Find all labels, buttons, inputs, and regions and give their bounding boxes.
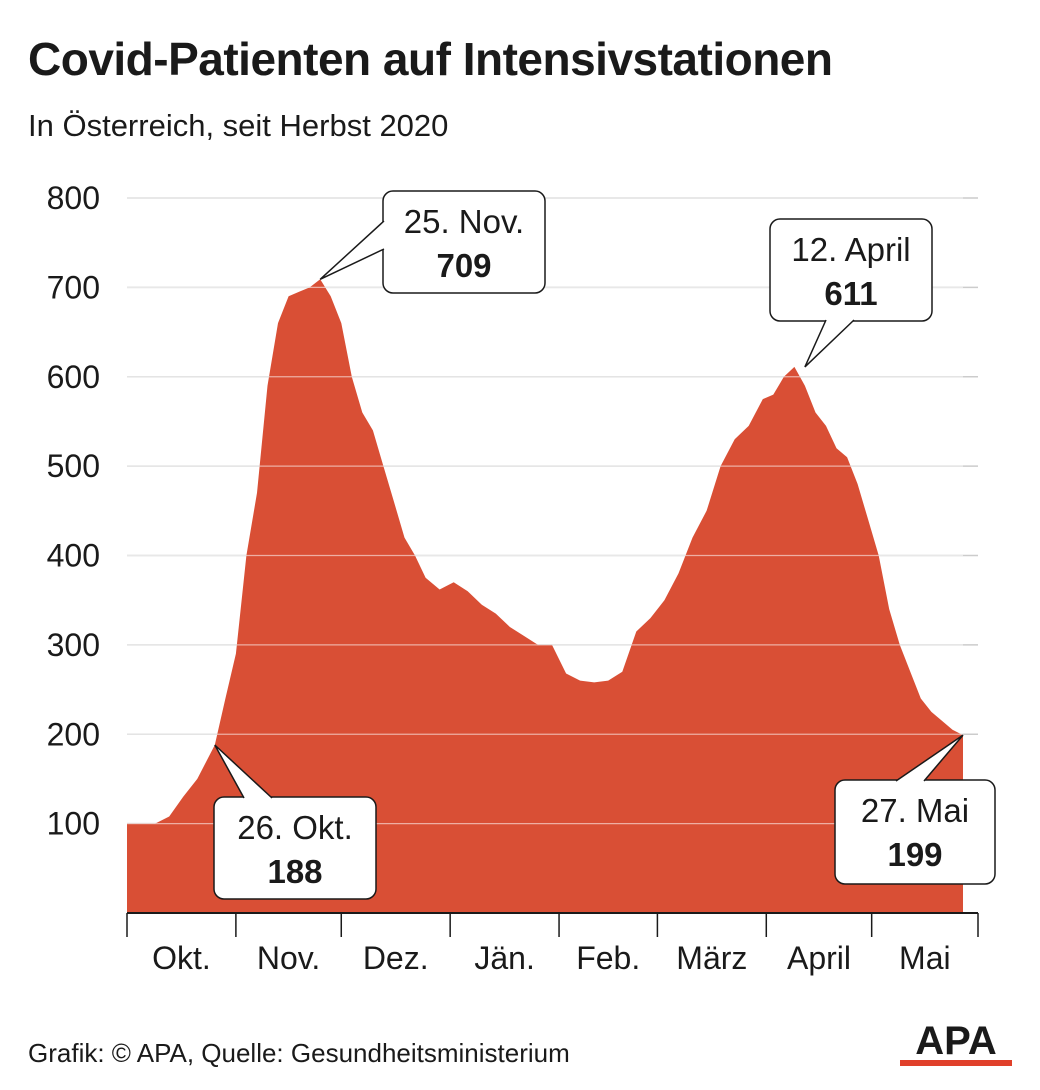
callout-box — [213, 796, 377, 900]
apa-logo: APA — [900, 1020, 1012, 1066]
chart-subtitle: In Österreich, seit Herbst 2020 — [28, 108, 449, 143]
x-tick-label-8: Mai — [899, 940, 951, 976]
y-tick-label-500: 500 — [47, 448, 100, 484]
y-tick-label-100: 100 — [47, 806, 100, 842]
area-chart: 100 200 300 400 500 600 700 800 Okt. Nov. Dez. Jän… — [47, 180, 996, 976]
callouts: 26. Okt. 188 25. Nov. 709 12. April 611 27. Ma… — [213, 190, 996, 900]
callout-pointer-outline — [214, 744, 273, 799]
area-fill — [127, 279, 963, 913]
callout-value: 611 — [824, 275, 877, 312]
x-tick-label-6: März — [676, 940, 747, 976]
y-tick-label-800: 800 — [47, 180, 100, 216]
y-tick-label-400: 400 — [47, 538, 100, 574]
x-tick-label-5: Feb. — [576, 940, 640, 976]
y-tick-label-600: 600 — [47, 359, 100, 395]
y-tick-label-300: 300 — [47, 627, 100, 663]
x-tick-label-2: Nov. — [257, 940, 320, 976]
callout-4: 27. Mai 199 — [834, 734, 996, 885]
callout-date: 27. Mai — [861, 792, 969, 829]
source-credit: Grafik: © APA, Quelle: Gesundheitsminist… — [28, 1038, 570, 1068]
callout-date: 26. Okt. — [237, 809, 353, 846]
callout-pointer-outline — [804, 319, 855, 368]
callout-date: 12. April — [791, 231, 910, 268]
axes: Okt. Nov. Dez. Jän. Feb. März April Mai — [126, 912, 979, 976]
y-tick-label-700: 700 — [47, 269, 100, 305]
callout-value: 188 — [267, 853, 322, 890]
x-tick-label-4: Jän. — [474, 940, 534, 976]
chart-title: Covid-Patienten auf Intensivstationen — [28, 33, 833, 85]
callout-pointer-outline — [319, 220, 385, 280]
x-tick-label-1: Okt. — [152, 940, 211, 976]
x-tick-label-7: April — [787, 940, 851, 976]
x-tick-label-3: Dez. — [363, 940, 429, 976]
callout-value: 199 — [887, 836, 942, 873]
callout-1: 26. Okt. 188 — [213, 744, 377, 900]
callout-date: 25. Nov. — [404, 203, 524, 240]
callout-2: 25. Nov. 709 — [319, 190, 546, 294]
svg-text:APA: APA — [915, 1020, 996, 1063]
y-tick-label-200: 200 — [47, 716, 100, 752]
callout-value: 709 — [436, 247, 491, 284]
callout-3: 12. April 611 — [769, 218, 933, 368]
callout-pointer-outline — [895, 734, 964, 782]
